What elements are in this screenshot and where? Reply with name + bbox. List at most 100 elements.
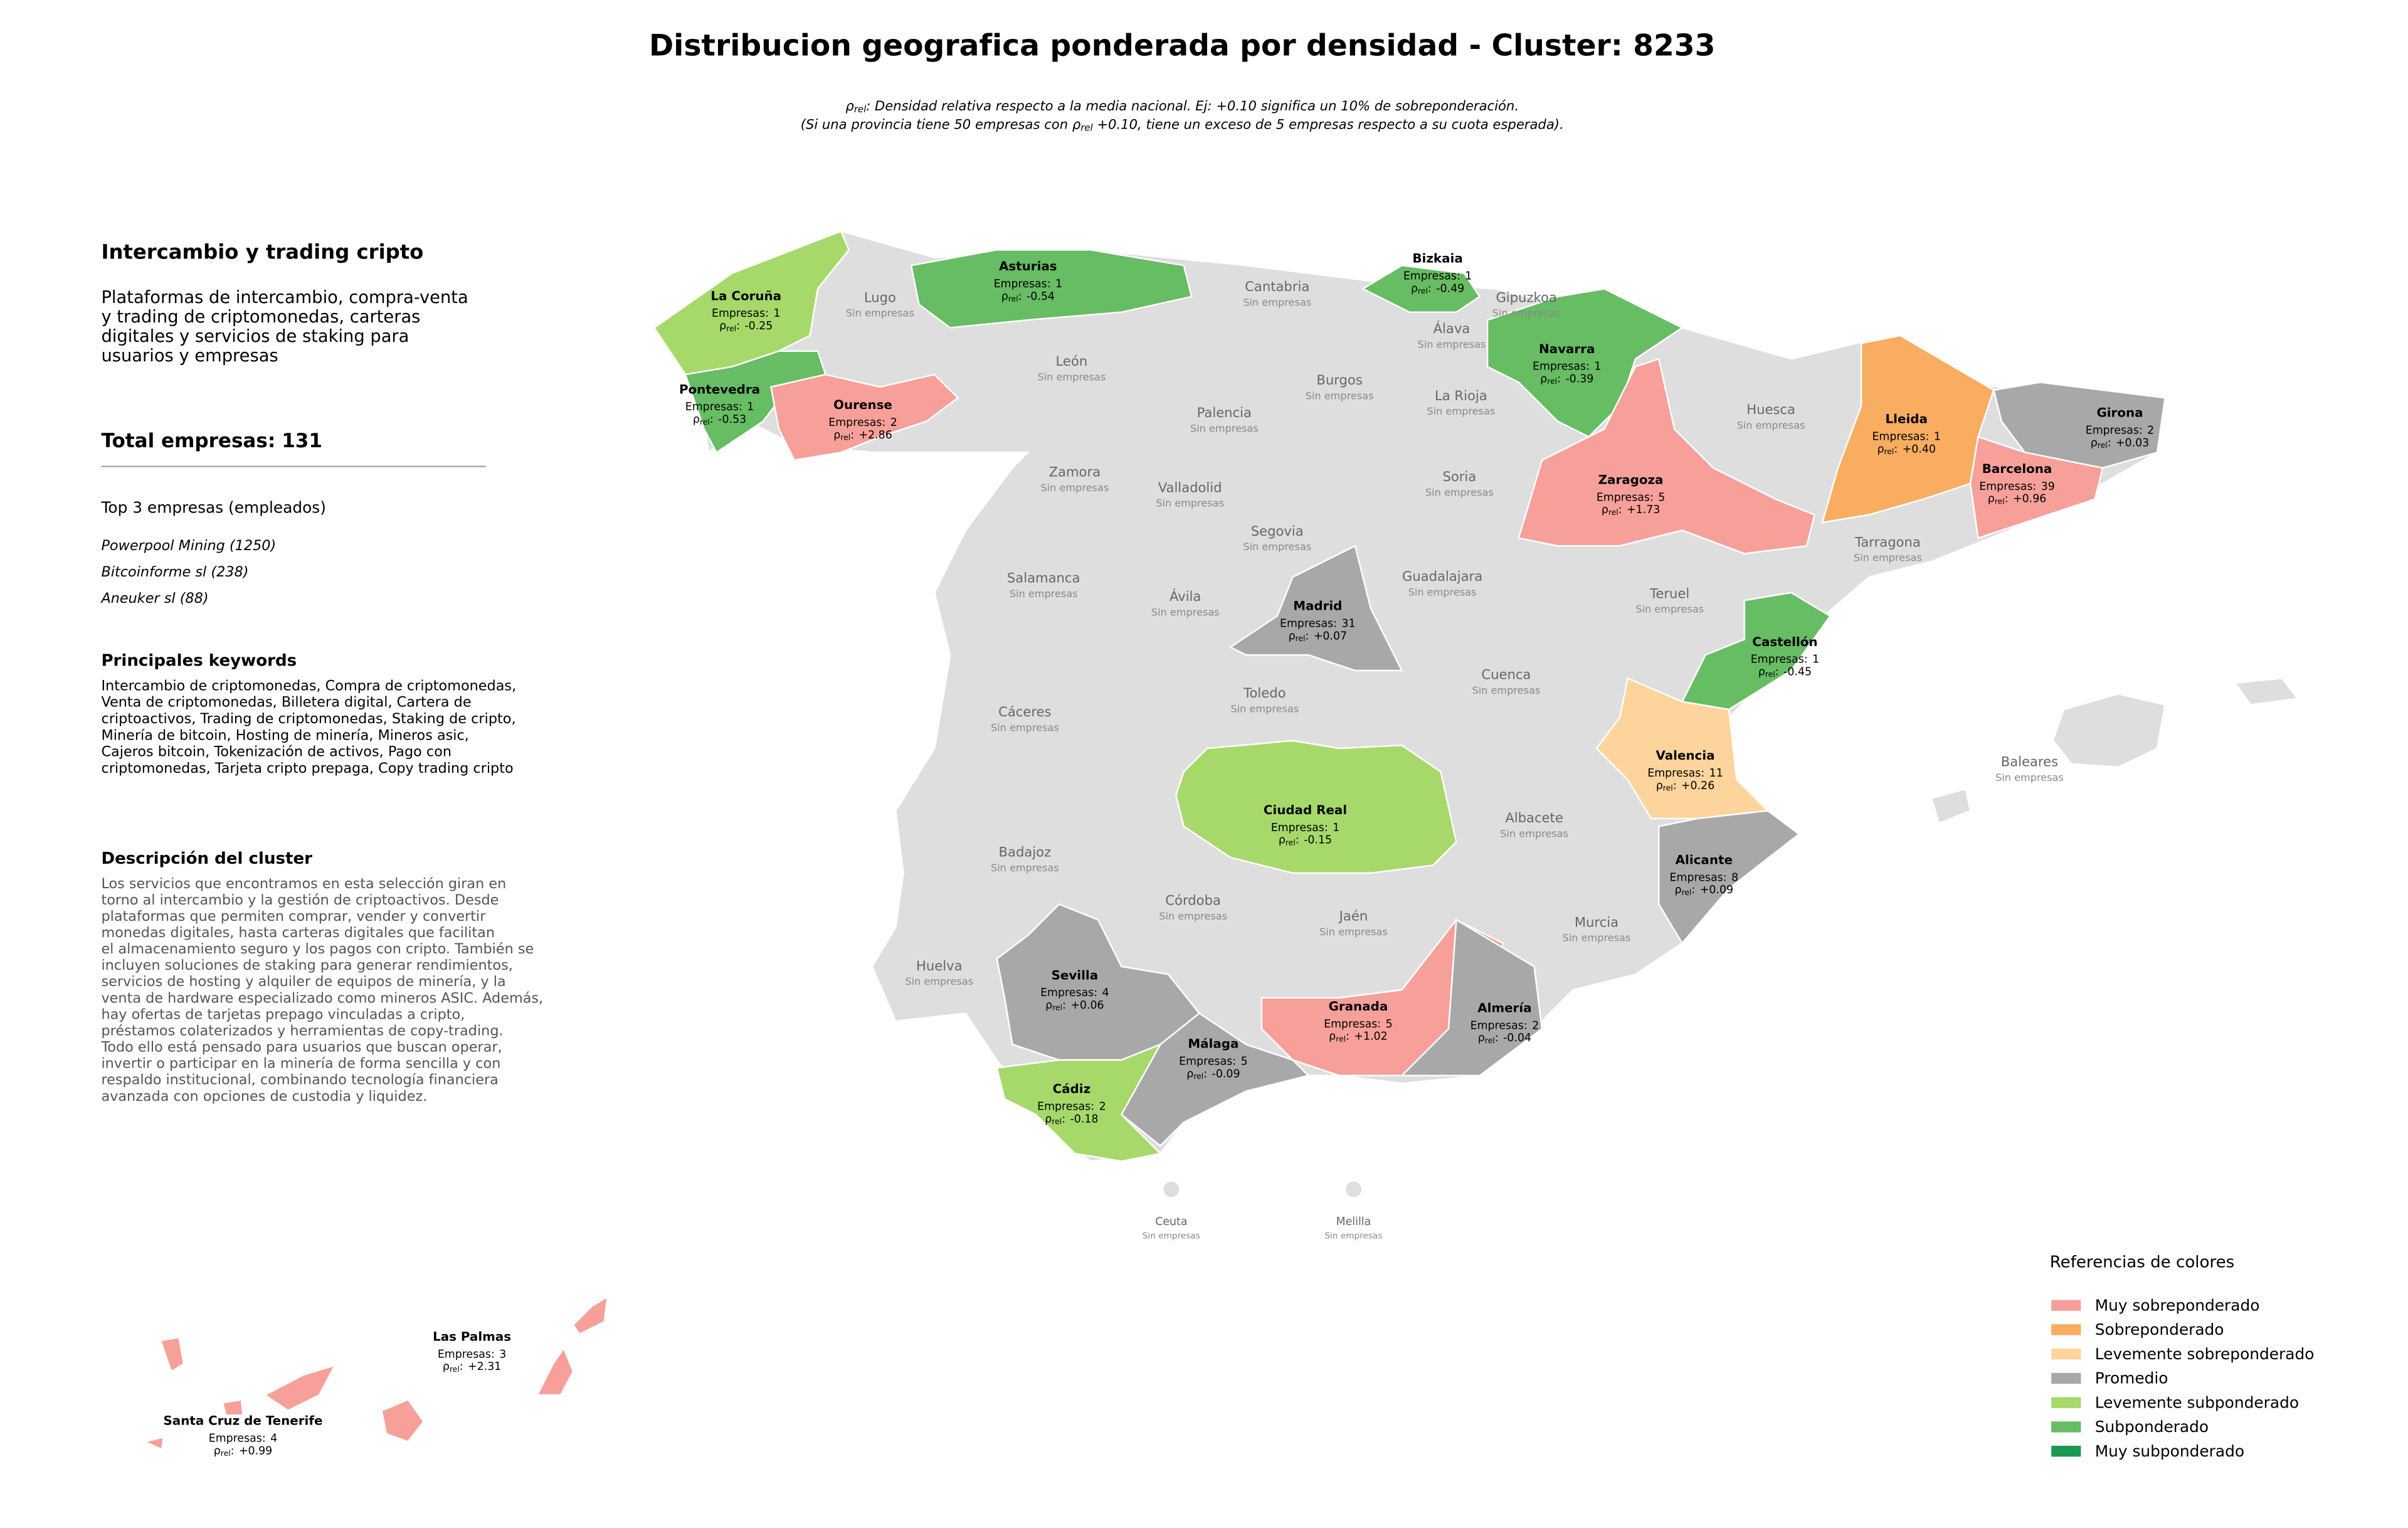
province-empty: Sin empresas	[1010, 588, 1078, 600]
text-part: ρ	[1329, 1031, 1336, 1043]
province-empty: Sin empresas	[846, 307, 914, 319]
text-part: Empresas:	[712, 307, 769, 320]
province-rho: ρrel: +2.86	[833, 429, 892, 442]
text-part: ρ	[1045, 1113, 1052, 1125]
province-companies: Empresas: 31	[1280, 617, 1356, 630]
cluster-description: respaldo institucional, combinando tecno…	[101, 1072, 498, 1088]
province-name: La Rioja	[1435, 388, 1487, 403]
legend-title: Referencias de colores	[2050, 1253, 2235, 1271]
cluster-description: préstamos colaterizados y herramientas d…	[101, 1022, 503, 1039]
text-part: :	[1306, 630, 1309, 642]
province-companies: Empresas: 4	[1040, 987, 1109, 999]
keywords-heading: Principales keywords	[101, 652, 297, 671]
text-part: Empresas:	[1751, 654, 1808, 666]
subtitle: ρrel: Densidad relativa respecto a la me…	[845, 98, 1519, 115]
province-rho: ρrel: +0.99	[214, 1445, 273, 1457]
text-part: rel	[2098, 440, 2108, 450]
cluster-description: Los servicios que encontramos en esta se…	[101, 876, 506, 892]
text-part: :	[1673, 780, 1677, 792]
subtitle: (Si una provincia tiene 50 empresas con …	[801, 117, 1564, 134]
province-shape	[1821, 334, 1995, 524]
text-part: rel	[1080, 122, 1093, 134]
province-name: Ceuta	[1155, 1216, 1187, 1228]
text-part: Empresas:	[1037, 1100, 1094, 1113]
text-part: +0.03	[2116, 437, 2149, 449]
province-companies: Empresas: 3	[438, 1348, 507, 1361]
province-shape	[910, 249, 1193, 329]
province-name: Sevilla	[1052, 968, 1099, 982]
keywords: Minería de bitcoin, Hosting de minería, …	[101, 727, 468, 743]
text-part: 8	[1731, 871, 1738, 884]
province-shape	[263, 1364, 337, 1412]
text-part: +0.07	[1314, 630, 1347, 642]
text-part: 4	[270, 1432, 277, 1445]
province-rho: ρrel: +0.09	[1675, 884, 1734, 896]
text-part: :	[231, 1445, 235, 1457]
panel-description: y trading de criptomonedas, carteras	[101, 307, 420, 327]
text-part: :	[1428, 282, 1432, 295]
province-name: Cantabria	[1245, 279, 1309, 294]
province-companies: Empresas: 39	[1979, 480, 2055, 493]
text-part: Empresas:	[1179, 1055, 1236, 1068]
legend-label: Muy subponderado	[2095, 1442, 2244, 1460]
province-rho: ρrel: +0.26	[1656, 780, 1715, 792]
province-shape	[159, 1336, 185, 1373]
panel-description: Plataformas de intercambio, compra-venta	[101, 288, 468, 307]
province-empty: Sin empresas	[1563, 932, 1631, 944]
text-part: :	[2108, 437, 2111, 449]
panel-description: usuarios y empresas	[101, 346, 278, 366]
text-part: Empresas:	[1324, 1018, 1381, 1031]
province-shape	[1518, 358, 1816, 554]
province-empty: Sin empresas	[1425, 486, 1494, 498]
province-empty: Sin empresas	[1156, 497, 1224, 509]
text-part: Empresas:	[1471, 1019, 1528, 1032]
text-part: ρ	[1289, 630, 1296, 642]
province-companies: Empresas: 5	[1179, 1055, 1248, 1068]
keywords: Cajeros bitcoin, Tokenización de activos…	[101, 744, 452, 760]
province-name: Cáceres	[998, 704, 1051, 719]
text-part: 11	[1709, 767, 1723, 780]
text-part: +0.40	[1903, 443, 1936, 455]
province-name: Pontevedra	[679, 382, 760, 396]
text-part: (Si una provincia tiene 50 empresas con	[801, 117, 1072, 132]
province-rho: ρrel: +0.96	[1988, 493, 2047, 506]
province-name: Álava	[1434, 321, 1471, 336]
province-rho: ρrel: +0.07	[1289, 630, 1348, 642]
text-part: +1.73	[1627, 504, 1660, 516]
panel-description: digitales y servicios de staking para	[101, 327, 409, 346]
enclave	[1346, 1181, 1361, 1197]
island	[2052, 692, 2166, 768]
text-part: rel	[1663, 783, 1673, 792]
province-name: Ourense	[833, 398, 892, 412]
text-part: 1	[773, 307, 780, 320]
text-part: rel	[700, 416, 710, 426]
province-rho: ρrel: -0.15	[1279, 834, 1332, 847]
province-name: Asturias	[999, 259, 1057, 273]
province-name: Zamora	[1049, 464, 1101, 480]
province-companies: Empresas: 2	[2086, 424, 2155, 437]
province-name: Murcia	[1575, 914, 1619, 930]
province-name: Madrid	[1293, 599, 1342, 613]
text-part: 1	[1934, 430, 1941, 443]
province-rho: ρrel: +1.73	[1602, 504, 1661, 516]
legend-label: Levemente subponderado	[2095, 1393, 2299, 1411]
text-part: 1	[747, 401, 754, 413]
province-rho: ρrel: +0.03	[2091, 437, 2150, 449]
province-companies: Empresas: 1	[1533, 361, 1602, 373]
top-company: Bitcoinforme sl (238)	[101, 564, 248, 580]
text-part: rel	[1008, 294, 1018, 303]
province-rho: ρrel: -0.54	[1001, 290, 1055, 303]
province-shape	[1175, 740, 1457, 874]
province-empty: Sin empresas	[1492, 307, 1561, 319]
title: Distribucion geografica ponderada por de…	[649, 28, 1715, 63]
province-name: Toledo	[1243, 685, 1286, 701]
province-companies: Empresas: 1	[994, 278, 1063, 290]
cluster-description: torno al intercambio y la gestión de cri…	[101, 892, 499, 908]
text-part: ρ	[2091, 437, 2098, 449]
text-part: :	[1203, 1068, 1207, 1080]
text-part: ρ	[1478, 1032, 1485, 1044]
text-part: 1	[1594, 361, 1601, 373]
text-part: Total empresas:	[101, 430, 275, 452]
text-part: Empresas:	[438, 1348, 495, 1361]
province-name: Tarragona	[1854, 534, 1921, 549]
